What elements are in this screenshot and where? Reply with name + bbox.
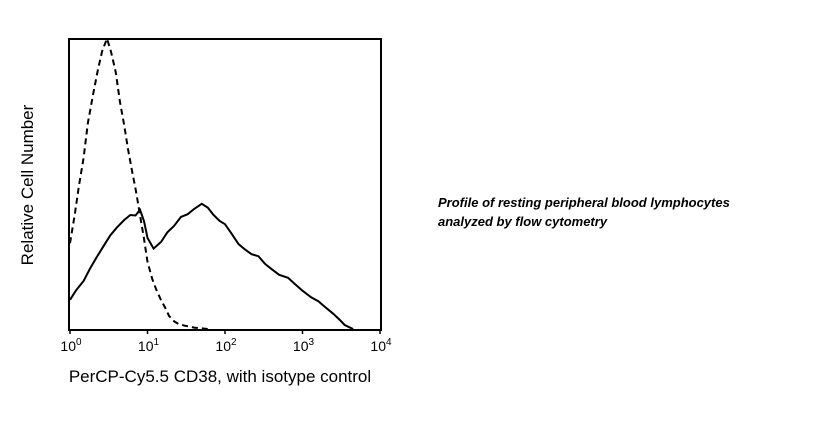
x-axis-ticks: 100 101 102 103 104 [60, 329, 392, 354]
figure-caption: Profile of resting peripheral blood lymp… [438, 193, 798, 231]
x-tick-label: 100 [60, 337, 82, 354]
x-tick-label: 101 [138, 337, 160, 354]
series-layer [69, 35, 354, 330]
series-line-solid [69, 202, 354, 330]
y-axis-title: Relative Cell Number [18, 104, 37, 265]
x-tick-label: 102 [215, 337, 237, 354]
series-line-dashed [69, 35, 208, 330]
x-axis-title: PerCP-Cy5.5 CD38, with isotype control [69, 367, 371, 386]
x-tick-label: 104 [370, 337, 392, 354]
x-tick-label: 103 [293, 337, 315, 354]
caption-line-2: analyzed by flow cytometry [438, 214, 608, 229]
caption-line-1: Profile of resting peripheral blood lymp… [438, 195, 730, 210]
plot-frame [68, 38, 382, 331]
